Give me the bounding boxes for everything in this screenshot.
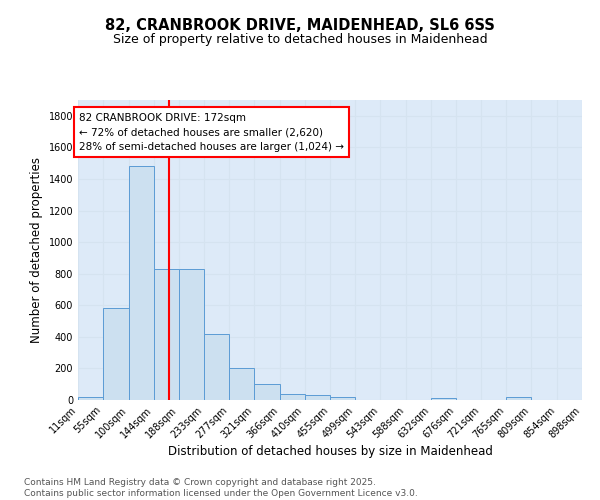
Y-axis label: Number of detached properties: Number of detached properties — [30, 157, 43, 343]
Text: Size of property relative to detached houses in Maidenhead: Size of property relative to detached ho… — [113, 32, 487, 46]
Text: 82 CRANBROOK DRIVE: 172sqm
← 72% of detached houses are smaller (2,620)
28% of s: 82 CRANBROOK DRIVE: 172sqm ← 72% of deta… — [79, 112, 344, 152]
Bar — [431, 398, 456, 400]
Text: 82, CRANBROOK DRIVE, MAIDENHEAD, SL6 6SS: 82, CRANBROOK DRIVE, MAIDENHEAD, SL6 6SS — [105, 18, 495, 32]
Bar — [254, 384, 280, 400]
Bar — [330, 397, 355, 400]
Bar — [78, 397, 103, 400]
X-axis label: Distribution of detached houses by size in Maidenhead: Distribution of detached houses by size … — [167, 446, 493, 458]
Text: Contains HM Land Registry data © Crown copyright and database right 2025.
Contai: Contains HM Land Registry data © Crown c… — [24, 478, 418, 498]
Bar — [506, 397, 532, 400]
Bar — [128, 166, 154, 400]
Bar — [154, 269, 179, 400]
Bar — [103, 308, 128, 400]
Bar — [204, 334, 229, 400]
Bar — [229, 368, 254, 400]
Bar — [280, 394, 305, 400]
Bar — [179, 269, 204, 400]
Bar — [305, 396, 330, 400]
